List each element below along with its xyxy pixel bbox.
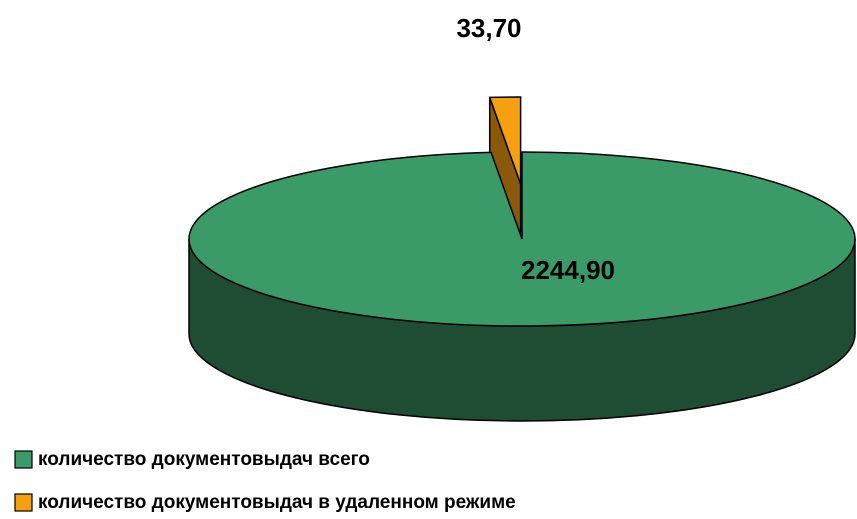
legend-label: количество документовыдач всего (38, 449, 370, 470)
slice (188, 151, 856, 327)
slice (488, 96, 522, 185)
legend-label: количество документовыдач в удаленном ре… (38, 492, 516, 513)
legend-swatch (14, 493, 33, 512)
legend-swatch (14, 450, 33, 469)
value-label: 33,70 (456, 13, 521, 43)
value-label: 2244,90 (521, 255, 615, 285)
